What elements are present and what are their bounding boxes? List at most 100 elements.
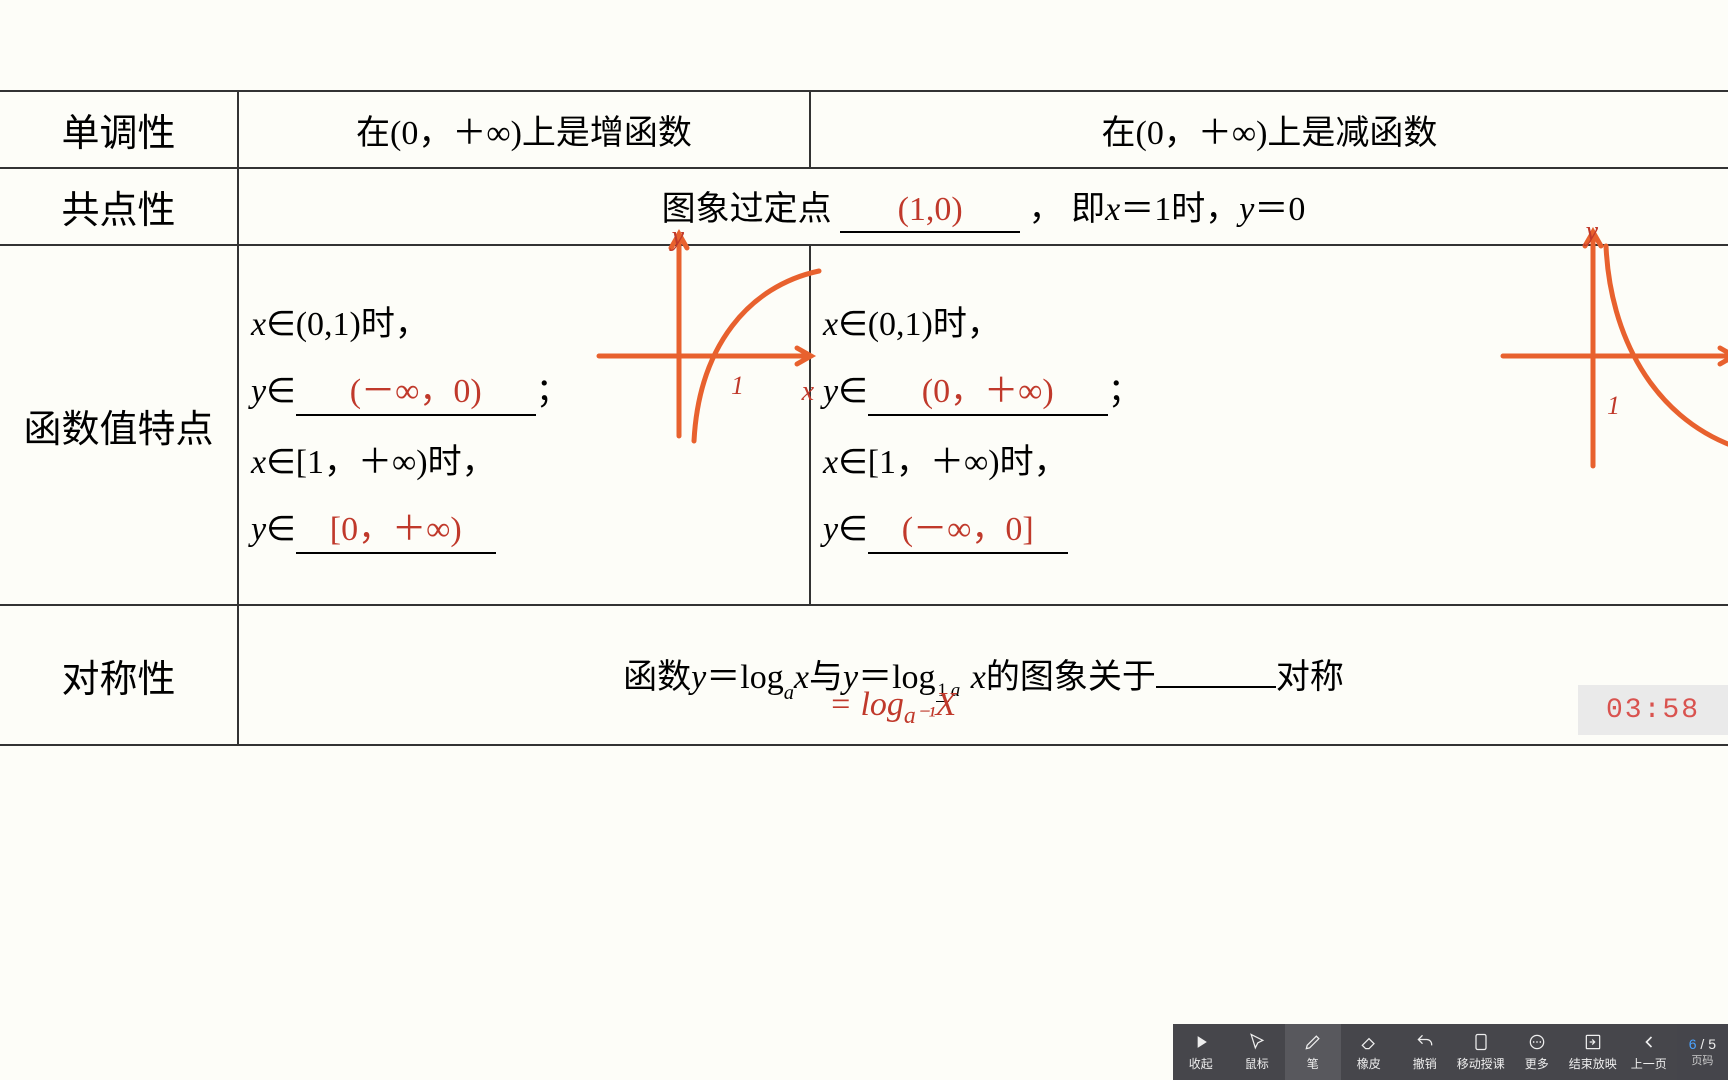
cursor-icon bbox=[1247, 1032, 1267, 1052]
common-point-content: 图象过定点 (1,0) ， 即x＝1时，y＝0 bbox=[238, 168, 1728, 245]
sym-prefix: 函数 bbox=[623, 659, 691, 696]
play-icon bbox=[1191, 1032, 1211, 1052]
pen-icon bbox=[1303, 1032, 1323, 1052]
symmetry-content: 函数y＝logax与y＝log1a x的图象关于对称 = loga⁻¹X bbox=[238, 605, 1728, 745]
sym-x1: x bbox=[794, 659, 809, 696]
properties-table: 单调性 在(0，＋∞)上是增函数 在(0，＋∞)上是减函数 共点性 图象过定点 … bbox=[0, 90, 1728, 746]
cp-x: x bbox=[1105, 191, 1120, 228]
tool-label: 上一页 bbox=[1631, 1055, 1667, 1072]
tool-label: 收起 bbox=[1189, 1055, 1213, 1072]
vf1-l4-y: y bbox=[251, 511, 266, 548]
hw-eq: = log bbox=[829, 686, 904, 723]
vf2-ans2: (－∞，0] bbox=[868, 501, 1068, 554]
sym-eq1: ＝log bbox=[706, 659, 783, 696]
vf2-l1-x: x bbox=[823, 306, 838, 343]
cp-suffix-b: ＝1时， bbox=[1120, 191, 1239, 228]
pager-current: 6 bbox=[1689, 1036, 1697, 1052]
vf1-line1: x∈(0,1)时， bbox=[251, 296, 797, 345]
monotonicity-col2: 在(0，＋∞)上是减函数 bbox=[810, 91, 1728, 168]
tool-label: 橡皮 bbox=[1357, 1055, 1381, 1072]
hw-sub: a⁻¹ bbox=[904, 703, 936, 729]
row-label-value-features: 函数值特点 bbox=[0, 245, 238, 605]
vf2-l2-suf: ； bbox=[1108, 373, 1142, 410]
table-row: 函数值特点 x∈(0,1)时， y∈(－∞，0)； x∈[1，＋∞)时， y∈[… bbox=[0, 245, 1728, 605]
vf2-line4: y∈(－∞，0] bbox=[823, 501, 1716, 554]
tool-undo[interactable]: 撤销 bbox=[1397, 1024, 1453, 1080]
table-row: 单调性 在(0，＋∞)上是增函数 在(0，＋∞)上是减函数 bbox=[0, 91, 1728, 168]
more-icon bbox=[1527, 1032, 1547, 1052]
sym-a1: a bbox=[784, 682, 794, 704]
row-label-common-point: 共点性 bbox=[0, 168, 238, 245]
tool-end[interactable]: 结束放映 bbox=[1565, 1024, 1621, 1080]
vf2-l2-y: y bbox=[823, 373, 838, 410]
cp-comma: ， bbox=[1029, 191, 1063, 228]
table-row: 对称性 函数y＝logax与y＝log1a x的图象关于对称 = loga⁻¹X bbox=[0, 605, 1728, 745]
sketch2-y-label: y bbox=[1586, 216, 1598, 248]
tool-label: 笔 bbox=[1307, 1055, 1319, 1072]
value-features-col2: x∈(0,1)时， y∈(0，＋∞)； x∈[1，＋∞)时， y∈(－∞，0] … bbox=[810, 245, 1728, 605]
tool-pager[interactable]: 6 / 5 页码 bbox=[1677, 1024, 1728, 1080]
vf2-l4-y: y bbox=[823, 511, 838, 548]
vf1-l3-text: ∈[1，＋∞)时， bbox=[266, 444, 496, 481]
handwritten-annotation: = loga⁻¹X bbox=[829, 686, 956, 730]
sketch-tick1: 1 bbox=[731, 371, 744, 401]
tool-label: 移动授课 bbox=[1457, 1055, 1505, 1072]
vf2-l3-text: ∈[1，＋∞)时， bbox=[838, 444, 1068, 481]
cp-y: y bbox=[1239, 191, 1254, 228]
vf1-ans2: [0，＋∞) bbox=[296, 501, 496, 554]
value-features-col1: x∈(0,1)时， y∈(－∞，0)； x∈[1，＋∞)时， y∈[0，＋∞) … bbox=[238, 245, 810, 605]
sym-suf1: 的图象关于 bbox=[986, 659, 1156, 696]
vf1-l2-suf: ； bbox=[536, 373, 570, 410]
tool-label: 更多 bbox=[1525, 1055, 1549, 1072]
vf1-l3-x: x bbox=[251, 444, 266, 481]
tool-mouse[interactable]: 鼠标 bbox=[1229, 1024, 1285, 1080]
row-label-monotonicity: 单调性 bbox=[0, 91, 238, 168]
sketch2-tick1: 1 bbox=[1607, 391, 1620, 421]
tool-label: 结束放映 bbox=[1569, 1055, 1617, 1072]
undo-icon bbox=[1415, 1032, 1435, 1052]
vf2-line1: x∈(0,1)时， bbox=[823, 296, 1716, 345]
vf1-l1-x: x bbox=[251, 306, 266, 343]
sym-suf2: 对称 bbox=[1276, 659, 1344, 696]
tool-prev[interactable]: 上一页 bbox=[1621, 1024, 1677, 1080]
tool-eraser[interactable]: 橡皮 bbox=[1341, 1024, 1397, 1080]
cp-prefix: 图象过定点 bbox=[662, 191, 832, 228]
vf2-ans1: (0，＋∞) bbox=[868, 363, 1108, 416]
vf1-line2: y∈(－∞，0)； bbox=[251, 363, 797, 416]
exit-icon bbox=[1583, 1032, 1603, 1052]
vf2-line3: x∈[1，＋∞)时， bbox=[823, 434, 1716, 483]
tool-more[interactable]: 更多 bbox=[1509, 1024, 1565, 1080]
tool-label: 鼠标 bbox=[1245, 1055, 1269, 1072]
page-canvas: 单调性 在(0，＋∞)上是增函数 在(0，＋∞)上是减函数 共点性 图象过定点 … bbox=[0, 0, 1728, 1080]
pager-label: 页码 bbox=[1689, 1052, 1716, 1068]
vf1-ans1: (－∞，0) bbox=[296, 363, 536, 416]
presentation-toolbar: 收起 鼠标 笔 橡皮 撤销 移动授课 更多 结束放映 上一页 6 / 5 页码 bbox=[1173, 1024, 1728, 1080]
chevron-left-icon bbox=[1639, 1032, 1659, 1052]
pager-sep: / 5 bbox=[1697, 1036, 1716, 1052]
cp-suffix-a: 即 bbox=[1071, 191, 1105, 228]
vf2-l1-text: ∈(0,1)时， bbox=[838, 306, 1001, 343]
tool-collapse[interactable]: 收起 bbox=[1173, 1024, 1229, 1080]
vf1-line3: x∈[1，＋∞)时， bbox=[251, 434, 797, 483]
table-row: 共点性 图象过定点 (1,0) ， 即x＝1时，y＝0 bbox=[0, 168, 1728, 245]
hw-x: X bbox=[935, 686, 956, 723]
eraser-icon bbox=[1359, 1032, 1379, 1052]
vf1-l1-text: ∈(0,1)时， bbox=[266, 306, 429, 343]
tool-mobile[interactable]: 移动授课 bbox=[1453, 1024, 1509, 1080]
cp-suffix-c: ＝0 bbox=[1254, 191, 1305, 228]
sketch-y-label: y bbox=[672, 221, 684, 253]
mobile-icon bbox=[1471, 1032, 1491, 1052]
sym-y1: y bbox=[691, 659, 706, 696]
vf2-line2: y∈(0，＋∞)； bbox=[823, 363, 1716, 416]
vf1-line4: y∈[0，＋∞) bbox=[251, 501, 797, 554]
vf2-l3-x: x bbox=[823, 444, 838, 481]
monotonicity-col1: 在(0，＋∞)上是增函数 bbox=[238, 91, 810, 168]
tool-label: 撤销 bbox=[1413, 1055, 1437, 1072]
sym-x2: x bbox=[971, 659, 986, 696]
tool-pen[interactable]: 笔 bbox=[1285, 1024, 1341, 1080]
cp-answer: (1,0) bbox=[840, 191, 1020, 233]
row-label-symmetry: 对称性 bbox=[0, 605, 238, 745]
timer-overlay: 03:58 bbox=[1578, 685, 1728, 735]
vf1-l2-y: y bbox=[251, 373, 266, 410]
sym-blank bbox=[1156, 684, 1276, 688]
